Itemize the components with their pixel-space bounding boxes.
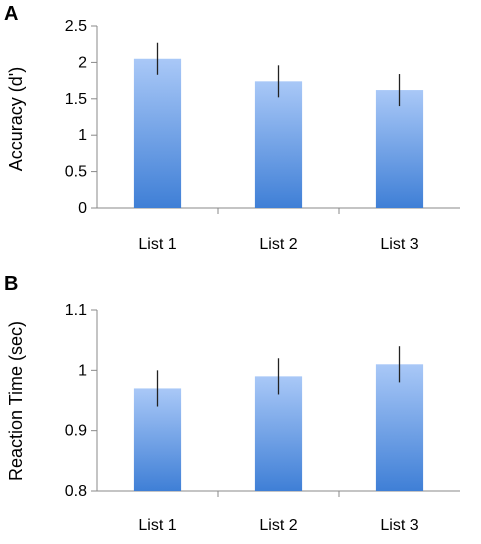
panel-b-bar bbox=[254, 376, 303, 491]
panel-b-y-tick-label: 1.1 bbox=[65, 302, 87, 319]
panel-a-x-tick-label: List 2 bbox=[259, 236, 297, 253]
panel-b-y-tick-label: 0.8 bbox=[65, 483, 87, 500]
panel-a-y-tick-label: 2 bbox=[78, 54, 87, 71]
panel-b-x-tick-label: List 3 bbox=[380, 517, 418, 534]
panel-a-y-tick-label: 0.5 bbox=[65, 164, 87, 181]
panel-b-y-tick-label: 1 bbox=[78, 362, 87, 379]
panel-b-y-axis-label: Reaction Time (sec) bbox=[6, 321, 26, 481]
panel-b-bar bbox=[375, 364, 424, 491]
panel-b-plot-area: 0.8 0.9 1 1.1 List 1 List 2 List 3 bbox=[65, 302, 460, 534]
panel-b: B Reaction Time (sec) 0.8 0.9 1 1.1 List 1 Li… bbox=[4, 273, 460, 534]
panel-a-label: A bbox=[4, 3, 18, 25]
panel-a-bar bbox=[254, 81, 303, 208]
panel-b-label: B bbox=[4, 273, 18, 295]
panel-a-x-tick-label: List 1 bbox=[138, 236, 176, 253]
panel-a-y-tick-label: 1.5 bbox=[65, 91, 87, 108]
panel-a-y-tick-label: 2.5 bbox=[65, 18, 87, 35]
panel-a-y-tick-label: 0 bbox=[78, 200, 87, 217]
panel-a: A Accuracy (d') 0 0.5 1 1.5 2 2.5 List 1 List 2… bbox=[4, 3, 460, 253]
panel-a-bar bbox=[375, 90, 424, 208]
panel-a-y-tick-label: 1 bbox=[78, 127, 87, 144]
panel-b-x-tick-label: List 1 bbox=[138, 517, 176, 534]
panel-a-y-axis-label: Accuracy (d') bbox=[6, 67, 26, 171]
panel-b-x-tick-label: List 2 bbox=[259, 517, 297, 534]
panel-a-plot-area: 0 0.5 1 1.5 2 2.5 List 1 List 2 List 3 bbox=[65, 18, 460, 253]
panel-b-y-tick-label: 0.9 bbox=[65, 423, 87, 440]
panel-a-x-tick-label: List 3 bbox=[380, 236, 418, 253]
panel-a-bar bbox=[133, 58, 182, 209]
